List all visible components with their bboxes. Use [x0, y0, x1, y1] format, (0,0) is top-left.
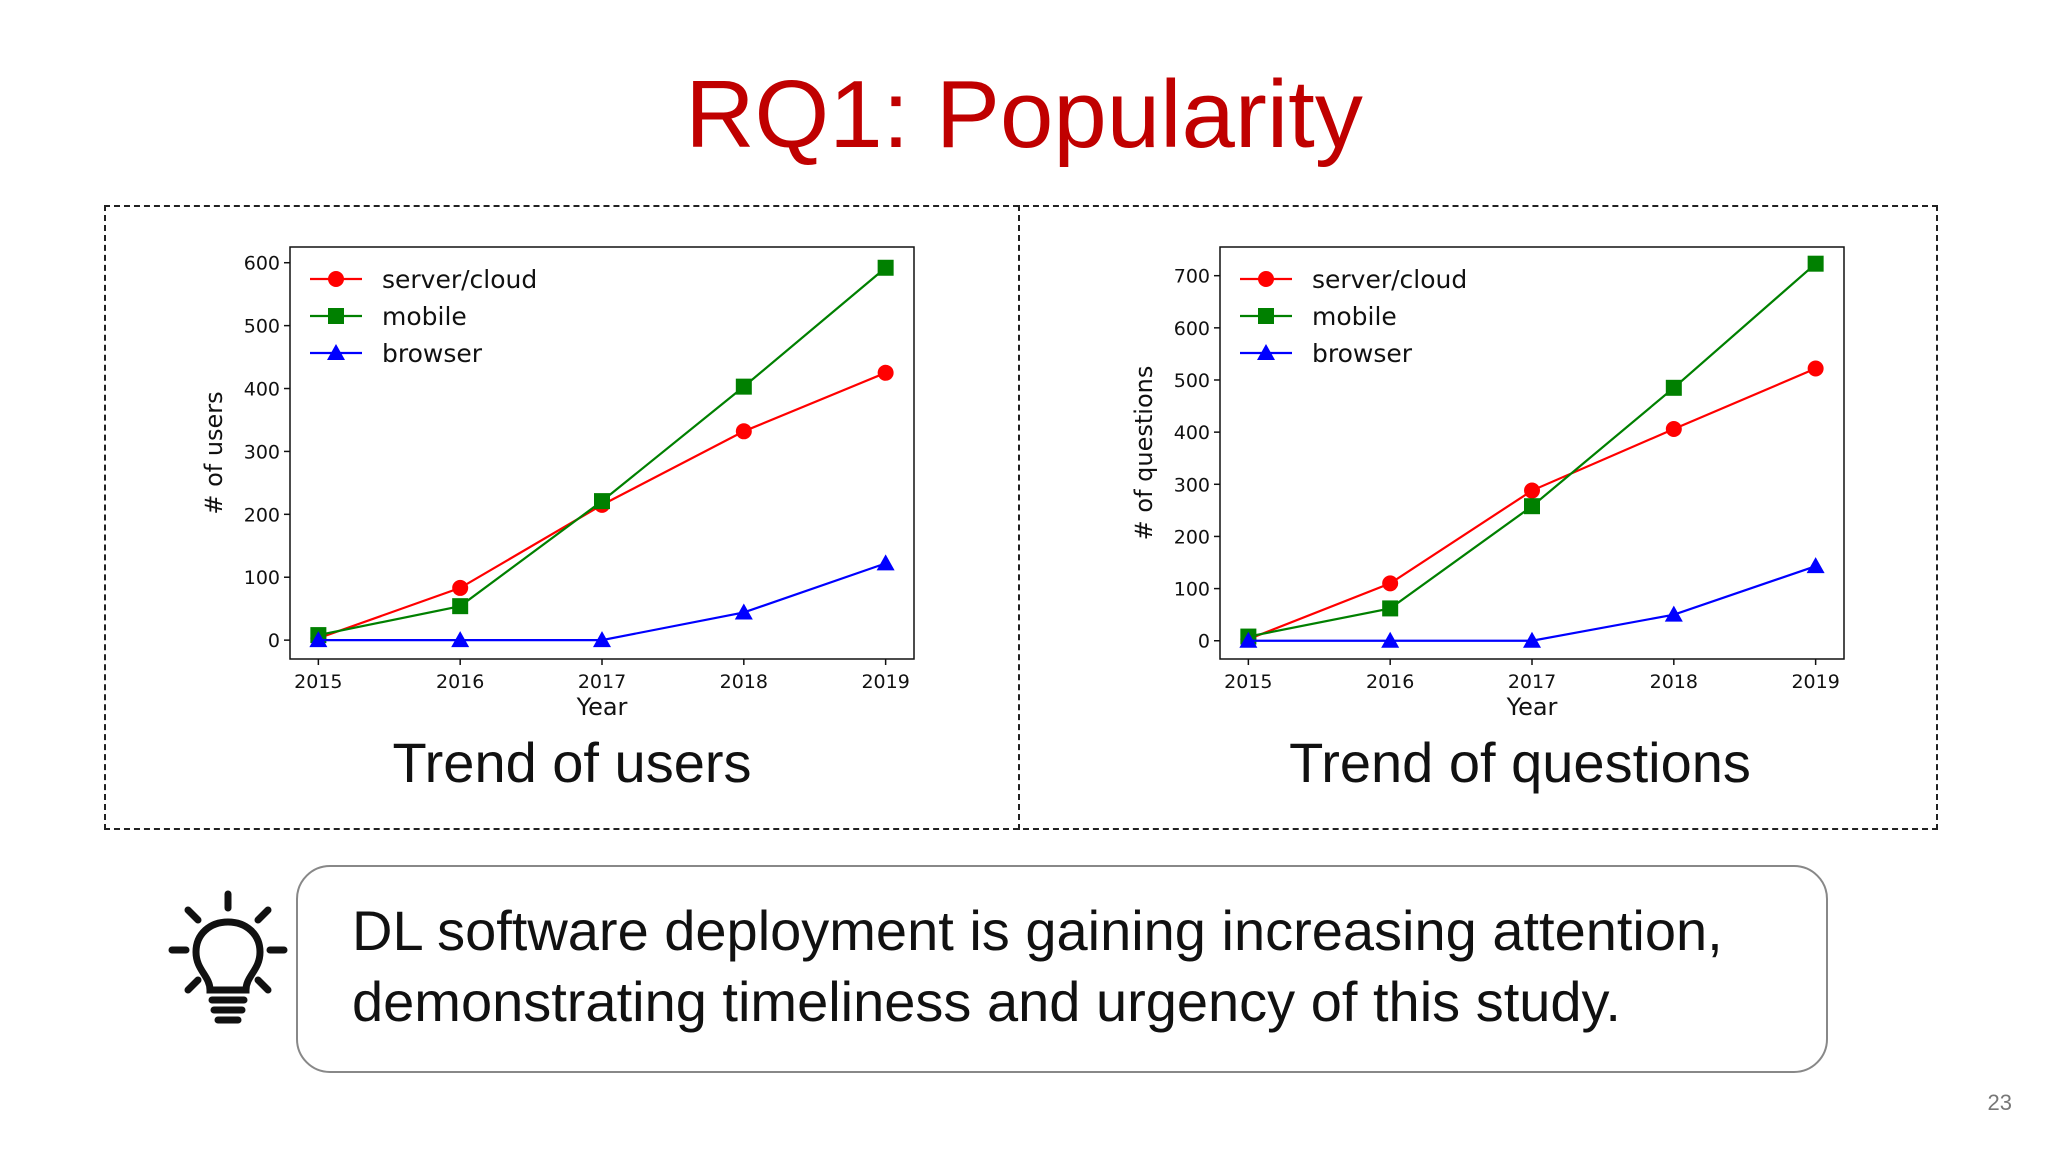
- x-axis-label: Year: [1506, 693, 1558, 721]
- y-tick-label: 600: [1174, 318, 1210, 340]
- y-tick-label: 300: [1174, 474, 1210, 496]
- y-tick-label: 0: [1198, 631, 1210, 653]
- data-point-server-cloud: [1524, 482, 1540, 499]
- data-point-mobile: [1524, 498, 1540, 515]
- y-tick-label: 100: [244, 567, 280, 589]
- data-point-browser: [309, 631, 328, 648]
- questions-trend-chart: 0 100 200 300 400 500 600 700 2015 2016 2017 2018 20…: [1130, 246, 1845, 721]
- legend-label: browser: [382, 339, 483, 368]
- data-point-browser: [451, 631, 470, 648]
- y-tick-label: 500: [244, 316, 280, 338]
- data-point-mobile: [594, 493, 610, 510]
- takeaway-text-line-2: demonstrating timeliness and urgency of …: [352, 970, 1621, 1033]
- x-tick-label: 2015: [294, 671, 342, 693]
- charts-frame: [104, 205, 1938, 830]
- data-point-browser: [1381, 631, 1400, 648]
- x-tick-label: 2016: [1366, 671, 1414, 693]
- x-axis-label: Year: [576, 693, 628, 721]
- lightbulb-icon: [168, 890, 288, 1024]
- y-tick-label: 700: [1174, 266, 1210, 288]
- data-point-browser: [1523, 631, 1541, 648]
- data-point-server-cloud: [1807, 360, 1824, 377]
- users-chart-caption: Trend of users: [392, 731, 752, 794]
- data-point-browser: [1664, 605, 1683, 622]
- data-point-server-cloud: [877, 364, 894, 381]
- x-tick-label: 2017: [1508, 671, 1556, 693]
- y-tick-label: 600: [244, 253, 280, 275]
- y-axis-label: # of users: [200, 391, 228, 514]
- x-tick-label: 2018: [1650, 671, 1698, 693]
- data-point-server-cloud: [735, 423, 752, 440]
- data-point-server-cloud: [1665, 421, 1682, 438]
- questions-chart-caption: Trend of questions: [1289, 731, 1751, 794]
- data-point-browser: [734, 603, 753, 620]
- data-point-browser: [593, 631, 611, 648]
- data-point-server-cloud: [452, 579, 469, 596]
- legend-label: server/cloud: [382, 265, 537, 294]
- x-tick-label: 2017: [578, 671, 626, 693]
- legend-marker: [1257, 344, 1275, 360]
- legend-marker: [1258, 308, 1274, 324]
- data-point-mobile: [1665, 379, 1682, 396]
- data-point-browser: [1806, 557, 1825, 574]
- data-point-mobile: [735, 378, 752, 395]
- takeaway-box: [296, 865, 1828, 1073]
- panel-divider: [1018, 205, 1020, 830]
- y-axis-label: # of questions: [1130, 366, 1158, 541]
- data-point-mobile: [452, 598, 469, 615]
- page-number: 23: [1987, 1090, 2012, 1115]
- series-line-browser: [318, 562, 886, 642]
- data-point-mobile: [1807, 255, 1824, 272]
- users-trend-chart: 0 100 200 300 400 500 600 2015 2016 2017 2018 2019 Y…: [200, 246, 915, 721]
- y-tick-label: 200: [244, 504, 280, 526]
- y-tick-label: 200: [1174, 526, 1210, 548]
- takeaway-text-line-1: DL software deployment is gaining increa…: [352, 899, 1723, 962]
- legend-marker: [328, 308, 344, 324]
- legend-marker: [1258, 271, 1274, 287]
- legend-marker: [327, 344, 345, 360]
- x-tick-label: 2019: [861, 671, 909, 693]
- data-point-mobile: [877, 259, 894, 276]
- legend-marker: [328, 271, 344, 287]
- y-tick-label: 500: [1174, 370, 1210, 392]
- legend-label: mobile: [382, 302, 467, 331]
- legend-label: server/cloud: [1312, 265, 1467, 294]
- data-point-browser: [876, 554, 895, 571]
- y-tick-label: 0: [268, 630, 280, 652]
- x-tick-label: 2016: [436, 671, 484, 693]
- y-tick-label: 300: [244, 441, 280, 463]
- legend-label: browser: [1312, 339, 1413, 368]
- data-point-server-cloud: [1382, 575, 1399, 592]
- data-point-mobile: [1382, 600, 1399, 617]
- series-line-browser: [1248, 565, 1816, 642]
- x-tick-label: 2015: [1224, 671, 1272, 693]
- x-tick-label: 2018: [720, 671, 768, 693]
- data-point-browser: [1239, 631, 1258, 648]
- x-tick-label: 2019: [1791, 671, 1839, 693]
- y-tick-label: 100: [1174, 579, 1210, 601]
- legend-label: mobile: [1312, 302, 1397, 331]
- y-tick-label: 400: [1174, 422, 1210, 444]
- slide-title: RQ1: Popularity: [685, 61, 1363, 168]
- y-tick-label: 400: [244, 379, 280, 401]
